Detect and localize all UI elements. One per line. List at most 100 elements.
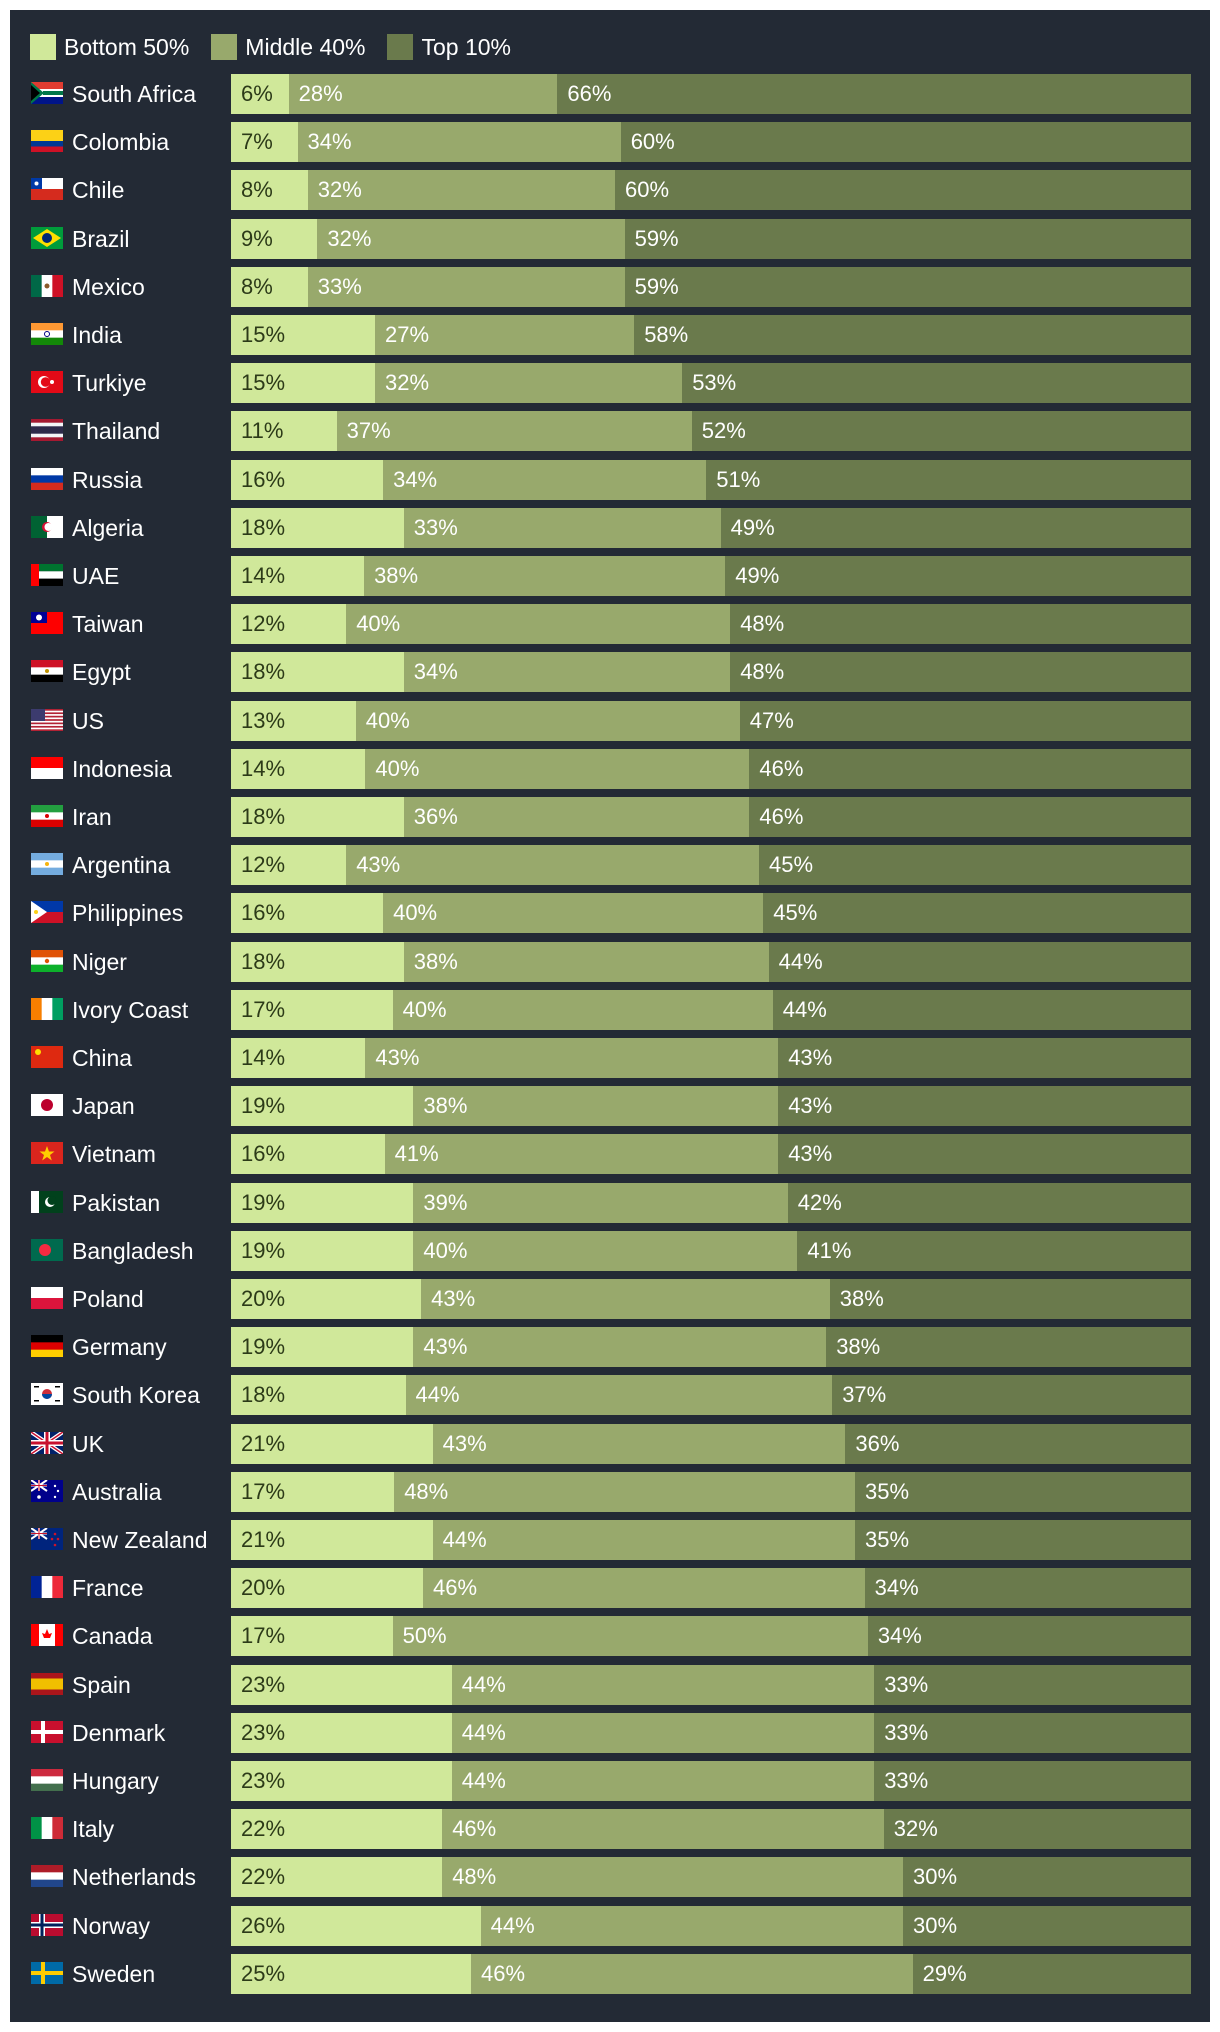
country-label: Germany <box>72 1334 167 1361</box>
stacked-bar: 25% 46% 29% <box>231 1953 1191 1994</box>
bar-segment-bottom-50: 26% <box>231 1905 481 1946</box>
data-label-middle-40: 34% <box>413 659 458 685</box>
bar-row: New Zealand 21% 44% 35% <box>10 1520 1210 1560</box>
bar-segment-middle-40: 44% <box>451 1664 875 1705</box>
data-label-top-10: 38% <box>839 1286 884 1311</box>
data-label-bottom-50: 23% <box>241 1719 286 1745</box>
country-label: China <box>72 1045 133 1071</box>
south-africa-flag-icon <box>31 82 63 104</box>
country-label: Philippines <box>72 900 184 927</box>
bar-segment-bottom-50: 14% <box>231 556 365 596</box>
data-label-bottom-50: 15% <box>241 370 286 396</box>
data-label-bottom-50: 8% <box>241 177 273 203</box>
spain-flag-icon <box>31 1672 63 1695</box>
netherlands-flag-icon <box>31 1865 63 1888</box>
stacked-bar: 20% 46% 34% <box>231 1568 1191 1609</box>
data-label-top-10: 35% <box>864 1527 910 1552</box>
bar-segment-middle-40: 27% <box>375 315 635 355</box>
data-label-top-10: 30% <box>912 1864 958 1890</box>
bar-segment-bottom-50: 6% <box>231 74 289 114</box>
bar-segment-middle-40: 43% <box>421 1279 830 1319</box>
japan-flag-icon <box>31 1094 63 1117</box>
data-label-bottom-50: 13% <box>241 707 286 733</box>
bar-segment-middle-40: 40% <box>365 748 750 789</box>
country-label: Egypt <box>72 659 131 686</box>
legend-label-top-10: Top 10% <box>421 33 511 60</box>
legend-swatch-middle-40 <box>211 34 238 60</box>
bar-segment-bottom-50: 18% <box>231 941 404 982</box>
bar-segment-bottom-50: 19% <box>231 1086 414 1127</box>
data-label-bottom-50: 14% <box>241 1045 286 1070</box>
stacked-bar: 21% 43% 36% <box>231 1423 1191 1464</box>
bar-segment-middle-40: 36% <box>403 797 750 837</box>
bar-segment-bottom-50: 21% <box>231 1520 433 1560</box>
stacked-bar: 11% 37% 52% <box>231 411 1191 452</box>
italy-flag-icon <box>31 1817 63 1840</box>
bar-segment-top-10: 33% <box>874 1664 1191 1705</box>
data-label-middle-40: 37% <box>346 418 391 444</box>
bar-segment-middle-40: 28% <box>288 74 558 114</box>
bar-row: Hungary 23% 44% 33% <box>10 1761 1210 1801</box>
bar-segment-top-10: 43% <box>778 1134 1191 1175</box>
bar-segment-middle-40: 43% <box>365 1038 779 1078</box>
niger-flag-icon <box>31 949 63 972</box>
stacked-bar: 19% 39% 42% <box>231 1182 1191 1223</box>
data-label-bottom-50: 12% <box>241 852 286 878</box>
data-label-middle-40: 46% <box>481 1960 526 1986</box>
data-label-top-10: 58% <box>644 322 689 347</box>
bar-row: South Korea 18% 44% 37% <box>10 1375 1210 1416</box>
data-label-bottom-50: 18% <box>241 948 286 974</box>
data-label-top-10: 46% <box>759 804 804 829</box>
egypt-flag-icon <box>31 660 63 683</box>
stacked-bar: 13% 40% 47% <box>231 700 1191 741</box>
country-label: Japan <box>72 1093 135 1120</box>
bar-segment-top-10: 47% <box>739 700 1191 741</box>
data-label-top-10: 59% <box>634 273 679 299</box>
data-label-top-10: 43% <box>788 1045 833 1070</box>
stacked-bar: 9% 32% 59% <box>231 218 1191 259</box>
stacked-bar: 8% 33% 59% <box>231 266 1191 307</box>
bar-segment-bottom-50: 21% <box>231 1423 433 1464</box>
bar-row: Australia 17% 48% 35% <box>10 1471 1210 1512</box>
bar-segment-middle-40: 44% <box>480 1905 903 1946</box>
data-label-middle-40: 43% <box>431 1286 476 1311</box>
data-label-bottom-50: 25% <box>241 1960 286 1986</box>
bar-segment-bottom-50: 9% <box>231 218 318 259</box>
country-label: Taiwan <box>72 611 144 638</box>
bar-segment-middle-40: 46% <box>442 1809 884 1850</box>
country-label: Sweden <box>72 1960 156 1987</box>
data-label-middle-40: 46% <box>433 1575 478 1601</box>
stacked-bar: 16% 40% 45% <box>231 893 1191 934</box>
stacked-bar: 23% 44% 33% <box>231 1664 1191 1705</box>
data-label-bottom-50: 16% <box>241 900 286 926</box>
bar-segment-middle-40: 40% <box>383 893 764 934</box>
bar-segment-top-10: 32% <box>883 1809 1191 1850</box>
data-label-top-10: 52% <box>701 418 746 444</box>
bar-segment-middle-40: 34% <box>383 459 707 500</box>
canada-flag-icon <box>31 1624 63 1647</box>
bar-segment-top-10: 49% <box>720 507 1191 548</box>
brazil-flag-icon <box>31 226 63 249</box>
stacked-bar: 7% 34% 60% <box>231 122 1191 163</box>
country-label: Chile <box>72 177 125 204</box>
data-label-top-10: 60% <box>630 129 675 155</box>
argentina-flag-icon <box>31 853 63 876</box>
bar-row: Denmark 23% 44% 33% <box>10 1712 1210 1753</box>
country-label: India <box>72 322 122 348</box>
bar-segment-middle-40: 32% <box>375 363 683 404</box>
data-label-top-10: 32% <box>893 1816 938 1842</box>
bar-segment-bottom-50: 13% <box>231 700 356 741</box>
data-label-middle-40: 44% <box>461 1671 506 1697</box>
bar-segment-bottom-50: 14% <box>231 748 366 789</box>
data-label-middle-40: 48% <box>404 1478 449 1504</box>
legend-swatch-top-10 <box>387 34 414 60</box>
bar-segment-middle-40: 48% <box>394 1471 855 1512</box>
bar-segment-middle-40: 40% <box>346 604 731 645</box>
data-label-top-10: 51% <box>716 466 761 492</box>
legend-item-bottom-50: Bottom 50% <box>30 34 189 61</box>
bar-row: Germany 19% 43% 38% <box>10 1327 1210 1368</box>
bar-segment-top-10: 42% <box>787 1182 1191 1223</box>
country-label: Russia <box>72 466 143 493</box>
data-label-top-10: 36% <box>855 1430 900 1456</box>
bar-row: Niger 18% 38% 44% <box>10 941 1210 982</box>
